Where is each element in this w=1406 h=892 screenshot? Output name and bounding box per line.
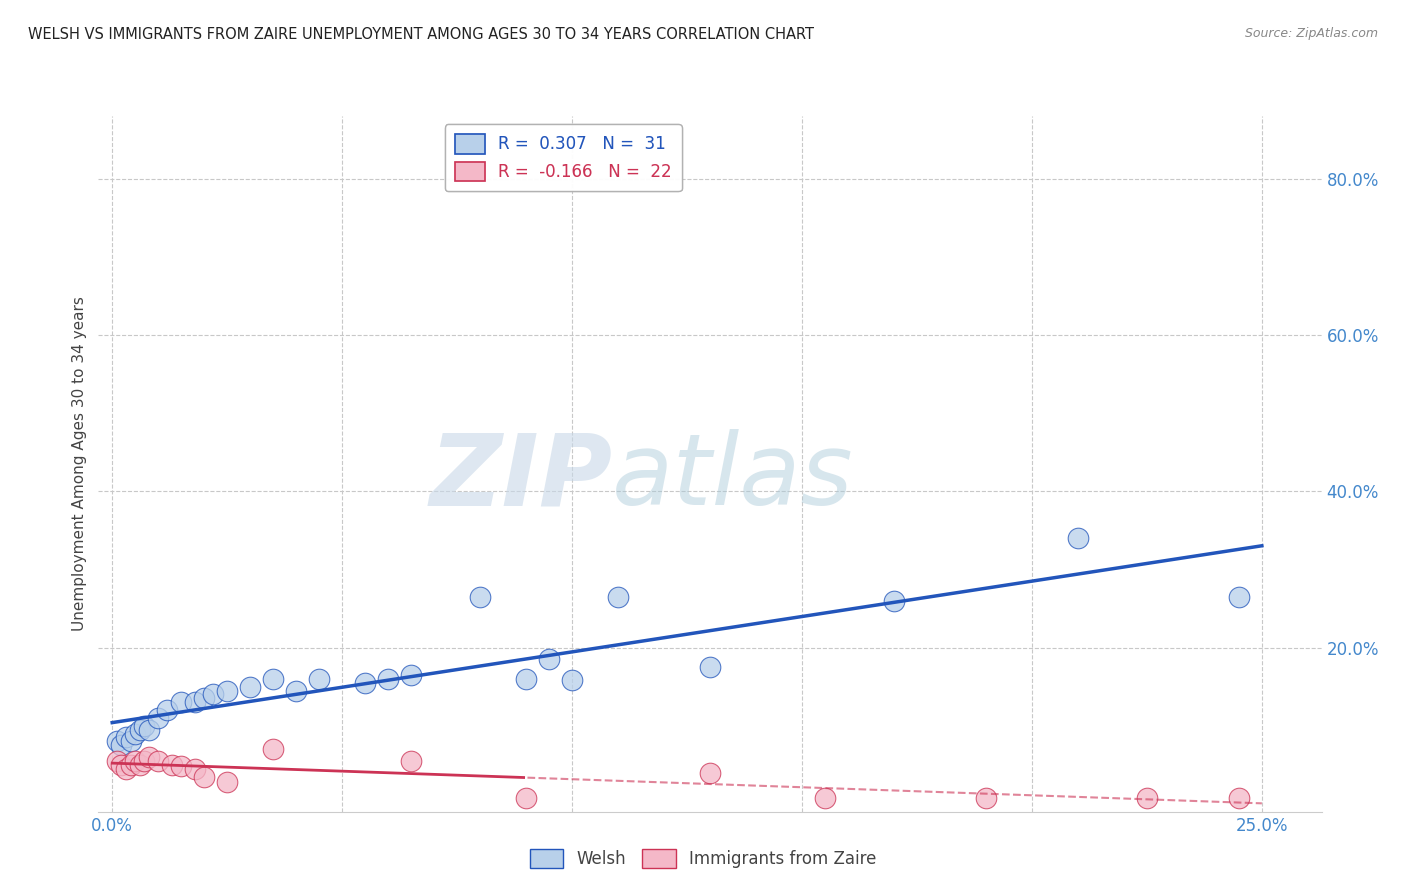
Point bbox=[538, 652, 561, 666]
Point bbox=[160, 757, 183, 772]
Point bbox=[699, 660, 721, 674]
Point bbox=[193, 691, 215, 706]
Point bbox=[193, 770, 215, 784]
Point bbox=[239, 680, 262, 694]
Point bbox=[1136, 790, 1159, 805]
Point bbox=[202, 688, 225, 702]
Point bbox=[883, 593, 905, 607]
Point bbox=[105, 734, 128, 748]
Point bbox=[110, 757, 132, 772]
Point bbox=[138, 723, 160, 737]
Point bbox=[184, 762, 207, 776]
Point bbox=[377, 672, 399, 686]
Point bbox=[1067, 531, 1090, 545]
Point bbox=[814, 790, 837, 805]
Point bbox=[399, 668, 422, 682]
Point bbox=[974, 790, 997, 805]
Text: Source: ZipAtlas.com: Source: ZipAtlas.com bbox=[1244, 27, 1378, 40]
Point bbox=[262, 672, 284, 686]
Text: ZIP: ZIP bbox=[429, 429, 612, 526]
Y-axis label: Unemployment Among Ages 30 to 34 years: Unemployment Among Ages 30 to 34 years bbox=[72, 296, 87, 632]
Text: atlas: atlas bbox=[612, 429, 853, 526]
Legend: R =  0.307   N =  31, R =  -0.166   N =  22: R = 0.307 N = 31, R = -0.166 N = 22 bbox=[444, 124, 682, 191]
Point bbox=[120, 734, 142, 748]
Point bbox=[399, 754, 422, 768]
Point bbox=[515, 790, 537, 805]
Legend: Welsh, Immigrants from Zaire: Welsh, Immigrants from Zaire bbox=[523, 842, 883, 875]
Point bbox=[120, 757, 142, 772]
Point bbox=[468, 590, 491, 604]
Point bbox=[699, 765, 721, 780]
Point bbox=[217, 683, 239, 698]
Text: WELSH VS IMMIGRANTS FROM ZAIRE UNEMPLOYMENT AMONG AGES 30 TO 34 YEARS CORRELATIO: WELSH VS IMMIGRANTS FROM ZAIRE UNEMPLOYM… bbox=[28, 27, 814, 42]
Point bbox=[1227, 790, 1250, 805]
Point bbox=[515, 672, 537, 686]
Point bbox=[138, 750, 160, 764]
Point bbox=[561, 673, 583, 688]
Point bbox=[128, 757, 150, 772]
Point bbox=[134, 719, 156, 733]
Point bbox=[156, 703, 179, 717]
Point bbox=[134, 754, 156, 768]
Point bbox=[148, 711, 170, 725]
Point bbox=[1227, 590, 1250, 604]
Point bbox=[170, 695, 193, 709]
Point bbox=[115, 762, 138, 776]
Point bbox=[124, 726, 146, 740]
Point bbox=[354, 675, 377, 690]
Point bbox=[262, 742, 284, 756]
Point bbox=[184, 695, 207, 709]
Point bbox=[105, 754, 128, 768]
Point bbox=[124, 754, 146, 768]
Point bbox=[148, 754, 170, 768]
Point bbox=[217, 775, 239, 789]
Point bbox=[308, 672, 330, 686]
Point bbox=[285, 683, 308, 698]
Point bbox=[115, 731, 138, 745]
Point bbox=[170, 759, 193, 773]
Point bbox=[607, 590, 630, 604]
Point bbox=[110, 739, 132, 753]
Point bbox=[128, 723, 150, 737]
